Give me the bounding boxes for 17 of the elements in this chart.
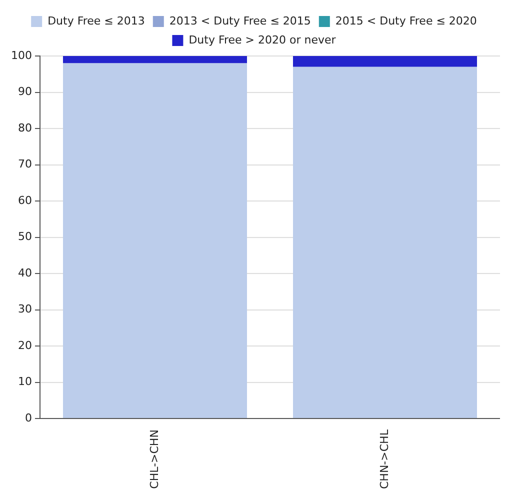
legend-label: Duty Free ≤ 2013: [48, 14, 145, 28]
y-tick-label: 50: [18, 230, 32, 244]
y-tick-label: 80: [18, 121, 32, 134]
y-tick-label: 40: [18, 266, 32, 280]
y-tick-label: 0: [24, 411, 32, 424]
legend-label: Duty Free > 2020 or never: [188, 33, 336, 46]
y-tick-label: 30: [18, 302, 32, 316]
x-tick-label: CHL->CHN: [148, 430, 161, 489]
y-tick-label: 70: [18, 158, 32, 171]
y-tick-label: 60: [18, 194, 32, 207]
x-tick-label: CHN->CHL: [378, 428, 391, 490]
y-tick-label: 10: [18, 375, 32, 388]
y-tick-label: 20: [18, 338, 32, 352]
legend-label: 2013 < Duty Free ≤ 2015: [169, 14, 311, 28]
legend-label: 2015 < Duty Free ≤ 2020: [335, 14, 477, 28]
y-tick-label: 90: [18, 85, 32, 98]
y-tick-label: 100: [10, 48, 32, 62]
